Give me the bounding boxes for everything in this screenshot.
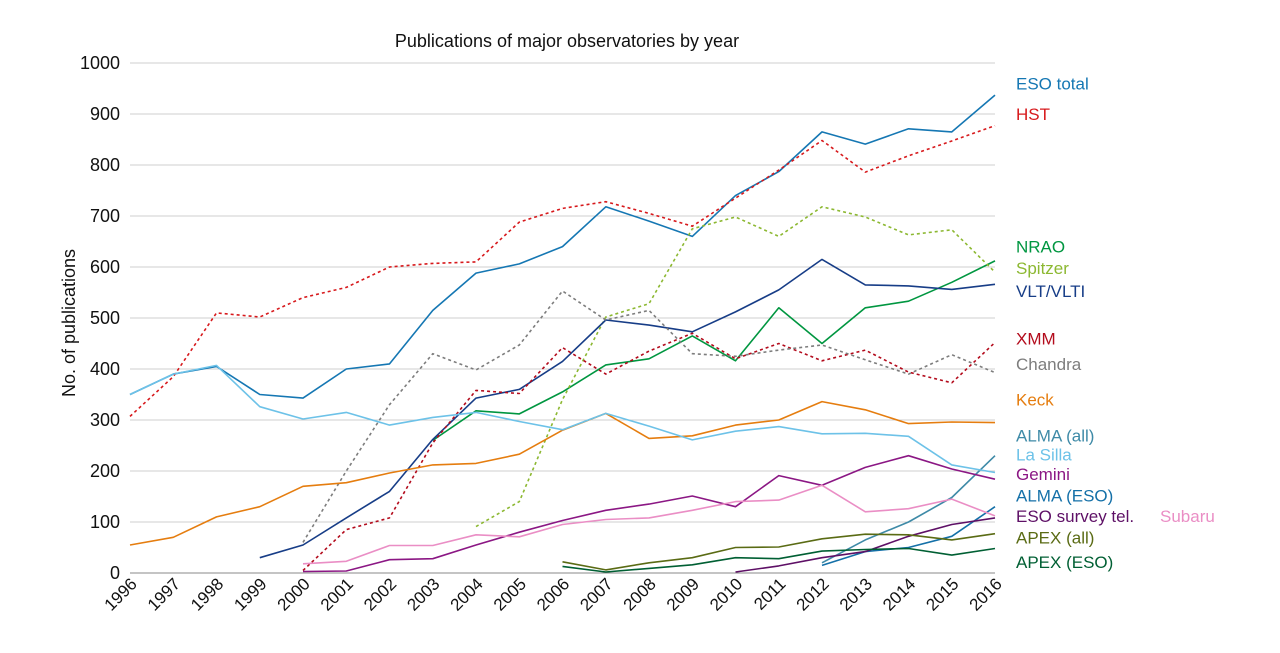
x-tick-label: 2010 <box>706 574 746 614</box>
series-line-gemini <box>302 454 996 573</box>
x-tick-label: 1997 <box>144 574 184 614</box>
x-tick-label: 2014 <box>879 574 919 614</box>
y-tick-label: 500 <box>90 308 120 328</box>
series-line-la-silla <box>129 364 996 474</box>
x-tick-label: 2003 <box>403 574 443 614</box>
series-line-apex-all <box>562 532 996 571</box>
gridlines <box>130 62 995 574</box>
series-line-eso-survey-tel <box>735 517 996 573</box>
series-line-hst <box>129 124 996 417</box>
legend-label-nrao: NRAO <box>1016 238 1065 257</box>
series-line-alma-all <box>821 455 996 564</box>
legend-label-vlt-vlti: VLT/VLTI <box>1016 282 1085 301</box>
legend-label-la-silla: La Silla <box>1016 446 1072 465</box>
series-line-eso-total <box>129 94 996 399</box>
legend: ESO total HST NRAO Spitzer VLT/VLTI XMM Chandr… <box>1016 74 1215 571</box>
x-tick-label: 2012 <box>793 574 833 614</box>
x-tick-label: 1999 <box>230 574 270 614</box>
x-tick-label: 2005 <box>490 574 530 614</box>
series-line-subaru <box>302 484 996 565</box>
legend-label-alma-all: ALMA (all) <box>1016 426 1094 445</box>
x-tick-label: 2011 <box>750 574 789 613</box>
series-line-vlt-vlti <box>259 258 996 559</box>
y-tick-label: 700 <box>90 206 120 226</box>
y-tick-label: 900 <box>90 104 120 124</box>
legend-label-eso-total: ESO total <box>1016 74 1089 93</box>
y-tick-label: 200 <box>90 461 120 481</box>
x-tick-label: 2016 <box>966 574 1006 614</box>
legend-label-apex-eso: APEX (ESO) <box>1016 553 1113 572</box>
series-lines <box>129 94 996 573</box>
y-tick-label: 400 <box>90 359 120 379</box>
x-tick-label: 2007 <box>576 574 616 614</box>
x-tick-label: 2013 <box>836 574 876 614</box>
legend-label-gemini: Gemini <box>1016 465 1070 484</box>
series-line-nrao <box>432 260 996 442</box>
legend-label-alma-eso: ALMA (ESO) <box>1016 486 1113 505</box>
x-tick-label: 2001 <box>317 574 357 614</box>
legend-label-spitzer: Spitzer <box>1016 259 1069 278</box>
legend-label-xmm: XMM <box>1016 329 1056 348</box>
y-axis-label: No. of publications <box>59 249 79 397</box>
x-tick-label: 2006 <box>533 574 573 614</box>
x-axis-ticks: 1996 1997 1998 1999 2000 2001 2002 2003 2004 2005… <box>101 574 1006 614</box>
x-tick-label: 2015 <box>922 574 962 614</box>
legend-label-chandra: Chandra <box>1016 355 1082 374</box>
series-line-alma-eso <box>821 506 996 567</box>
x-tick-label: 2004 <box>447 574 487 614</box>
x-tick-label: 1996 <box>101 574 141 614</box>
y-tick-label: 800 <box>90 155 120 175</box>
x-tick-label: 2000 <box>274 574 314 614</box>
y-tick-label: 100 <box>90 512 120 532</box>
legend-label-apex-all: APEX (all) <box>1016 528 1094 547</box>
series-line-apex-eso <box>562 547 996 573</box>
legend-label-eso-survey-tel: ESO survey tel. <box>1016 507 1134 526</box>
x-tick-label: 2008 <box>620 574 660 614</box>
series-line-keck <box>129 400 996 546</box>
chart-title: Publications of major observatories by y… <box>395 31 739 51</box>
x-tick-label: 1998 <box>187 574 227 614</box>
x-tick-label: 2002 <box>360 574 400 614</box>
y-axis-ticks: 0 100 200 300 400 500 600 700 800 900 1000 <box>80 53 120 583</box>
legend-label-subaru: Subaru <box>1160 507 1215 526</box>
x-tick-label: 2009 <box>663 574 703 614</box>
y-tick-label: 0 <box>110 563 120 583</box>
legend-label-hst: HST <box>1016 105 1050 124</box>
y-tick-label: 300 <box>90 410 120 430</box>
y-tick-label: 600 <box>90 257 120 277</box>
legend-label-keck: Keck <box>1016 391 1054 410</box>
y-tick-label: 1000 <box>80 53 120 73</box>
